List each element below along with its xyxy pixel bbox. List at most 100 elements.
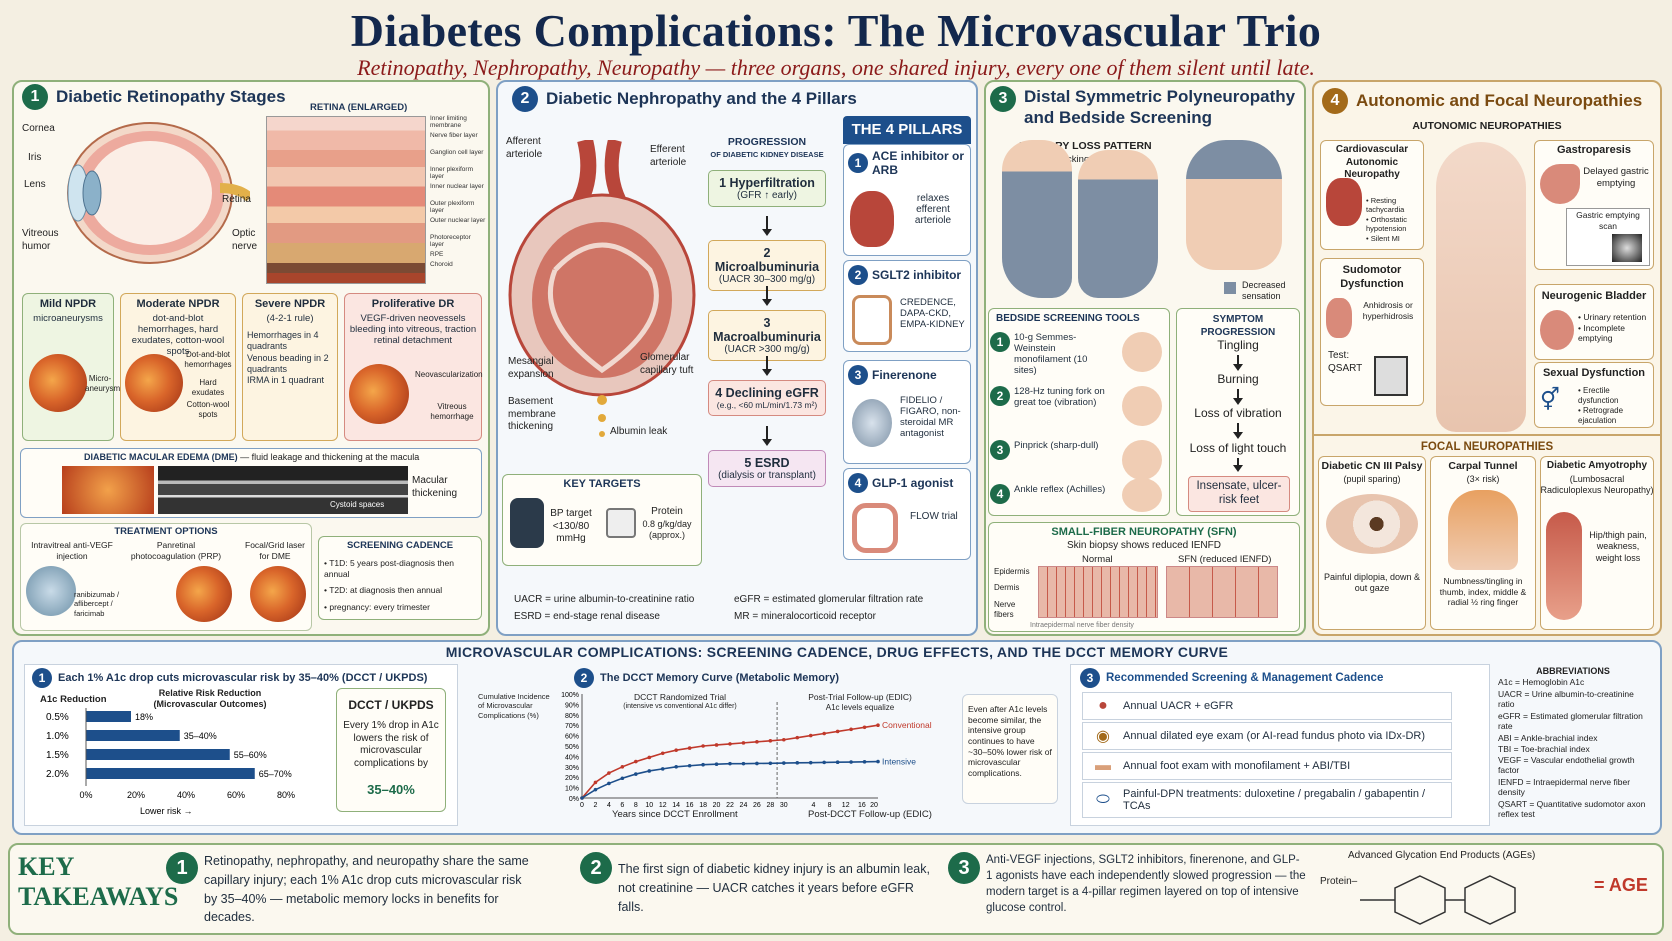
page-subtitle: Retinopathy, Nephropathy, Neuropathy — t…	[357, 55, 1315, 80]
y-tick-label: 70%	[565, 723, 579, 730]
glomerulus-illustration	[508, 140, 696, 437]
series-point	[701, 762, 705, 767]
dcct-title: 2 The DCCT Memory Curve (Metabolic Memory…	[574, 668, 839, 688]
hand-illustration	[1186, 140, 1282, 270]
legend-item: MR = mineralocorticoid receptor	[734, 610, 876, 622]
sexual-item: Erectile dysfunction	[1578, 386, 1619, 405]
bladder-item: Incomplete emptying	[1578, 322, 1625, 344]
cardio-item: Orthostatic hypotension	[1366, 214, 1407, 234]
dme-label: Cystoid spaces	[330, 500, 385, 509]
retina-layer-label: Nerve fiber layer	[430, 132, 478, 139]
divider	[1312, 434, 1662, 436]
takeaways-title: KEY TAKEAWAYS	[18, 852, 179, 911]
dme-desc: — fluid leakage and thickening at the ma…	[240, 452, 420, 462]
bar	[86, 711, 131, 722]
abbrev-item: eGFR = Estimated glomerular filtration r…	[1498, 711, 1643, 731]
sudomotor-test: Test: QSART	[1328, 350, 1363, 374]
thigh-image	[1546, 512, 1582, 620]
heart-icon	[1326, 178, 1362, 226]
callout-body: Every 1% drop in A1c lowers the risk of …	[343, 720, 439, 769]
focal-desc: Hip/thigh pain, weakness, weight loss	[1589, 530, 1647, 563]
x-tick-label: 18	[699, 802, 707, 809]
step-desc: (GFR ↑ early)	[737, 190, 797, 201]
dcct-phase1: DCCT Randomized Trial	[634, 692, 726, 702]
series-point	[634, 759, 638, 764]
series-point	[741, 741, 746, 745]
series-point	[782, 737, 786, 742]
fundus-image	[125, 354, 183, 412]
prp-image	[176, 566, 232, 622]
x-axis-label: Lower risk →	[140, 806, 193, 816]
stage-desc: dot-and-blot hemorrhages, hard exudates,…	[131, 313, 225, 357]
autonomic-title: 4 Autonomic and Focal Neuropathies	[1322, 88, 1642, 114]
step-number: 5	[744, 456, 752, 470]
y-tick-label: 0%	[569, 796, 579, 803]
sfn-title: SMALL-FIBER NEUROPATHY (SFN)	[1051, 526, 1237, 538]
kidney-label: Basement membrane thickening	[508, 396, 556, 432]
takeaway-text: Retinopathy, nephropathy, and neuropathy…	[204, 854, 529, 925]
step-number: 2	[763, 246, 771, 260]
focal-name: Diabetic Amyotrophy	[1546, 460, 1648, 471]
intestine-icon	[852, 503, 898, 553]
series-point	[701, 744, 705, 748]
autonomic-subtitle: AUTONOMIC NEUROPATHIES	[1412, 120, 1562, 132]
eye-anatomy-illustration	[67, 122, 250, 264]
stage-note: Hard exudates	[191, 378, 225, 397]
series-point	[768, 761, 773, 766]
series-point	[660, 751, 665, 756]
series-point	[674, 765, 678, 769]
pillar-finerenone: 3 Finerenone FIDELIO / FIGARO, non-steroi…	[843, 360, 971, 464]
stage-bullets: Hemorrhages in 4 quadrants Venous beadin…	[247, 330, 333, 386]
series-point	[728, 761, 732, 766]
takeaway-number: 1	[166, 852, 198, 884]
y-tick-label: 90%	[565, 702, 579, 709]
foot-icon: ▬	[1095, 757, 1111, 774]
stage-name: Moderate NPDR	[136, 298, 220, 310]
series-point	[755, 740, 759, 744]
bullet: IRMA in 1 quadrant	[247, 375, 325, 385]
sudomotor-name: Sudomotor Dysfunction	[1340, 264, 1404, 290]
series-point	[714, 743, 719, 747]
series-point	[782, 761, 786, 765]
section-title: Diabetic Nephropathy and the 4 Pillars	[546, 89, 857, 108]
treatment-item: Panretinal photocoagulation (PRP)	[130, 540, 222, 561]
retina-layer-label: Inner nuclear layer	[430, 183, 484, 190]
kidney-label: Glomerular capillary tuft	[640, 352, 694, 376]
progression-step-4: 4 Declining eGFR (e.g., <60 mL/min/1.73 m…	[708, 380, 826, 416]
dcct-phase2: Post-Trial Follow-up (EDIC)	[808, 692, 912, 702]
kidney-label: Efferent arteriole	[650, 144, 687, 168]
dcct-line-chart: 0%10%20%30%40%50%60%70%80%90%100%0 2 4 6 8 10…	[561, 692, 932, 809]
bladder-list: • Urinary retention • Incomplete emptyin…	[1578, 312, 1647, 344]
focal-laser-image	[250, 566, 306, 622]
stage-note: Micro-aneurysms	[85, 374, 125, 393]
foot-left-illustration	[1002, 140, 1072, 298]
a1c-col-header: A1c Reduction	[40, 694, 107, 705]
y-tick-label: 30%	[565, 765, 579, 772]
sexual-name: Sexual Dysfunction	[1542, 367, 1646, 379]
x-tick-label: 8	[828, 802, 832, 809]
tool-name: Ankle reflex (Achilles)	[1014, 484, 1106, 495]
foot-right-illustration	[1078, 150, 1158, 298]
bar-category-label: 0.5%	[46, 712, 69, 723]
target-value: <130/80 mmHg	[552, 520, 590, 545]
bar-data-label: 18%	[135, 712, 153, 722]
stage-moderate-npdr: Moderate NPDR dot-and-blot hemorrhages, …	[120, 293, 236, 441]
progression-subtitle: OF DIABETIC KIDNEY DISEASE	[710, 150, 824, 159]
pin-icon	[1122, 440, 1162, 480]
focal-sub: (pupil sparing)	[1343, 474, 1401, 484]
section-number: 1	[32, 668, 52, 688]
tool-monofilament: 1 10-g Semmes-Weinstein monofilament (10 …	[990, 332, 1166, 380]
screening-title: 3 Recommended Screening & Management Cade…	[1080, 668, 1383, 688]
stage-note: Neovascularization	[415, 370, 483, 379]
x-tick-label: 8	[634, 802, 638, 809]
bar-data-label: 55–60%	[234, 750, 267, 760]
section-number: 4	[1322, 88, 1348, 114]
y-tick-label: 20%	[565, 775, 579, 782]
kidney-icon	[850, 191, 894, 247]
tool-ankle-reflex: 4 Ankle reflex (Achilles)	[990, 478, 1166, 532]
neuropathy-title: 3 Distal Symmetric Polyneuropathy and Be…	[990, 86, 1300, 129]
pillar-name: GLP-1 agonist	[872, 476, 954, 490]
focal-desc: Painful diplopia, down & out gaze	[1323, 572, 1421, 594]
tool-number: 2	[990, 386, 1010, 406]
retina-layer-label: RPE	[430, 251, 444, 258]
